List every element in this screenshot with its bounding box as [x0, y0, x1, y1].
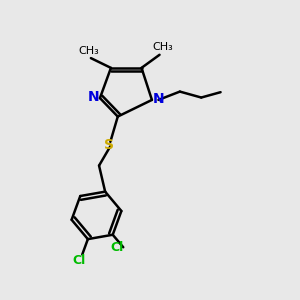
Text: Cl: Cl [73, 254, 86, 267]
Text: N: N [88, 91, 99, 104]
Text: Cl: Cl [110, 241, 123, 254]
Text: S: S [104, 138, 115, 152]
Text: N: N [153, 92, 164, 106]
Text: CH₃: CH₃ [152, 42, 173, 52]
Text: CH₃: CH₃ [78, 46, 99, 56]
